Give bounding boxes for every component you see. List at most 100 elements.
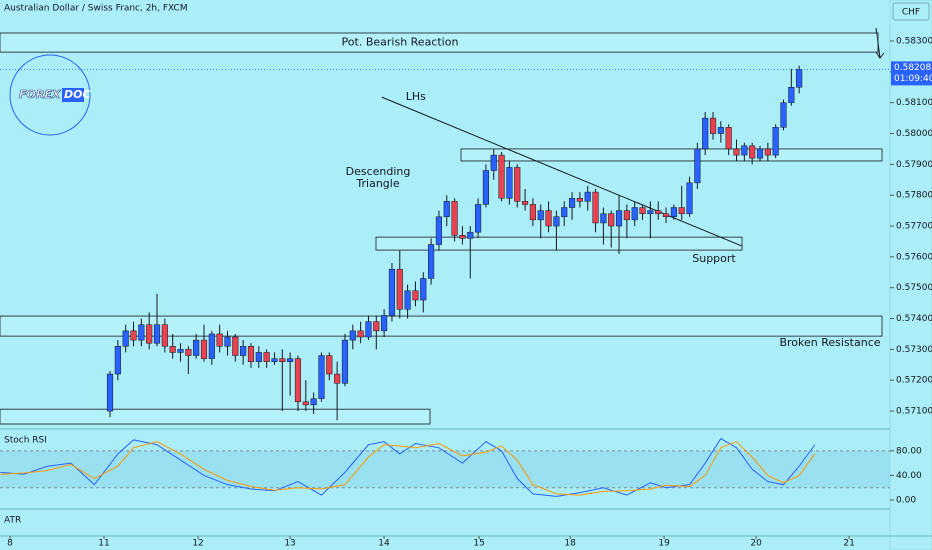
logo-box (62, 88, 84, 102)
candle-body (271, 358, 278, 362)
candle-body (725, 127, 732, 150)
candle-body (193, 339, 200, 356)
zone-label: Broken Resistance (779, 336, 880, 349)
last-price: 0.58208 (894, 63, 931, 73)
candle-body (584, 191, 591, 202)
countdown: 01:09:40 (894, 74, 932, 84)
candle-body (662, 213, 670, 218)
y-tick-label: 0.57200 (896, 376, 932, 386)
candle-body (208, 333, 215, 359)
candle-body (655, 210, 662, 214)
y-tick-label: 0.57900 (896, 160, 932, 170)
candle-body (287, 358, 294, 362)
pattern-label: Descending Triangle (345, 165, 411, 190)
candle-body (247, 346, 255, 362)
candle-body (568, 198, 576, 208)
candle-body (514, 167, 521, 202)
candle-body (647, 210, 654, 214)
candle-body (576, 198, 583, 202)
zone (0, 32, 879, 53)
candle-body (545, 210, 552, 227)
candle-body (506, 167, 513, 199)
logo-text: DOC (64, 88, 91, 101)
currency-box (892, 2, 930, 21)
candle-body (749, 145, 756, 159)
candle-body (185, 349, 192, 356)
candle-body (459, 235, 466, 239)
logo-circle (9, 54, 91, 136)
x-tick-label: 11 (98, 539, 109, 549)
stoch-line (0, 437, 816, 497)
x-tick-label: 20 (750, 539, 762, 549)
y-tick-label: 0.57300 (896, 345, 932, 355)
candle-body (670, 207, 677, 218)
candle-body (443, 201, 450, 218)
candle-body (694, 148, 701, 184)
x-tick-label: 19 (658, 539, 670, 549)
x-tick-label: 15 (473, 539, 484, 549)
candle-body (318, 355, 325, 399)
y-tick-label: 0.57600 (896, 252, 932, 262)
candle-body (302, 401, 309, 406)
candle-body (146, 324, 153, 344)
candle-body (169, 346, 176, 353)
candle-body (428, 244, 435, 279)
candle-body (200, 339, 208, 359)
candle-body (153, 324, 161, 344)
candle-body (717, 127, 724, 134)
y-tick-label: 0.57500 (896, 283, 932, 293)
x-tick-label: 8 (7, 539, 13, 549)
candle-body (490, 154, 497, 171)
y-tick-label: 80.00 (896, 446, 922, 456)
candle-body (396, 268, 403, 310)
currency: CHF (902, 8, 920, 18)
candle-body (412, 290, 419, 301)
trendline (381, 96, 743, 247)
candle-body (608, 213, 615, 227)
panel-title: Stoch RSI (4, 436, 47, 446)
candle-body (106, 373, 114, 412)
x-tick-label: 21 (843, 539, 854, 549)
y-tick-label: 0.57100 (896, 407, 932, 417)
x-tick-label: 14 (378, 539, 390, 549)
y-tick-label: 0.57400 (896, 314, 932, 324)
candle-body (240, 346, 247, 356)
candle-body (114, 346, 121, 375)
candle-body (796, 69, 803, 88)
candle-body (334, 373, 341, 384)
candle-body (420, 278, 427, 301)
candle-body (623, 210, 630, 221)
candle-body (756, 148, 764, 159)
y-tick-label: 0.00 (896, 496, 916, 506)
candle-body (216, 333, 223, 347)
zone (0, 408, 431, 425)
candle-body (310, 398, 317, 406)
candle-body (138, 324, 145, 341)
candle-body (537, 210, 544, 221)
candle-body (130, 330, 137, 341)
candle-body (177, 349, 184, 353)
candle-body (780, 102, 787, 128)
candle-body (615, 210, 623, 227)
candle-body (553, 216, 560, 227)
candle-body (451, 201, 458, 236)
candle-body (709, 117, 717, 134)
candle-body (365, 321, 372, 338)
zone (460, 148, 883, 162)
candle-body (482, 170, 489, 205)
stoch-line (0, 441, 816, 496)
candle-body (435, 216, 443, 245)
candle-body (122, 330, 129, 347)
candle-body (294, 358, 302, 403)
x-tick-label: 13 (284, 539, 295, 549)
candle-body (232, 336, 239, 356)
candle-body (522, 201, 529, 205)
panel-title: ATR (4, 516, 21, 526)
zone (0, 315, 883, 337)
zone-label: Pot. Bearish Reaction (342, 36, 459, 49)
zone (375, 236, 743, 251)
zone-label: Support (692, 252, 736, 265)
x-tick-label: 18 (564, 539, 576, 549)
